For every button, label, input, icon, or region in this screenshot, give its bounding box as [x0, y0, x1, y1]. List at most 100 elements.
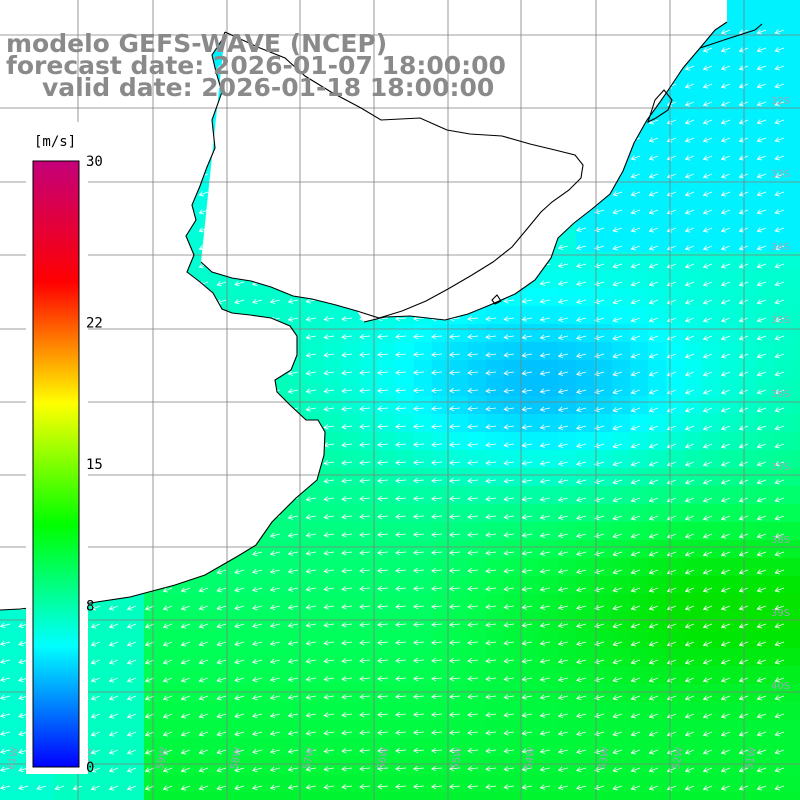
wind-arrow [756, 209, 767, 215]
wind-arrow [180, 695, 191, 701]
wind-arrow [630, 245, 641, 251]
speed-cell [486, 396, 505, 415]
wind-arrow [702, 65, 713, 71]
wind-arrow [720, 227, 731, 233]
wind-arrow [594, 460, 605, 467]
speed-cell [774, 432, 793, 451]
wind-arrow [774, 407, 785, 413]
wind-arrow [162, 713, 173, 719]
wind-arrow [774, 641, 785, 647]
wind-arrow [359, 531, 371, 538]
wind-arrow [323, 766, 335, 772]
wind-arrow [287, 586, 299, 592]
speed-cell [774, 558, 793, 577]
speed-cell [540, 270, 559, 289]
colorbar-tick-label: 30 [86, 154, 103, 170]
wind-arrow [702, 209, 713, 215]
wind-arrow [720, 425, 731, 431]
speed-cell [504, 378, 523, 397]
wind-arrow [666, 695, 677, 701]
speed-cell [450, 342, 469, 361]
wind-arrow [702, 47, 713, 53]
wind-arrow [252, 676, 263, 683]
wind-arrow [648, 533, 659, 539]
wind-arrow [287, 622, 299, 628]
wind-arrow [630, 209, 641, 215]
speed-cell [378, 666, 397, 685]
wind-arrow [413, 693, 425, 700]
wind-arrow [576, 334, 587, 341]
speed-cell [576, 486, 595, 505]
speed-cell [252, 756, 271, 775]
speed-cell [576, 576, 595, 595]
speed-cell [774, 342, 793, 361]
speed-cell [558, 450, 577, 469]
wind-arrow [720, 785, 731, 791]
speed-cell [378, 342, 397, 361]
wind-arrow [720, 623, 731, 629]
wind-arrow [234, 766, 245, 773]
speed-cell [792, 612, 800, 631]
speed-cell [396, 684, 415, 703]
wind-arrow [359, 585, 371, 592]
speed-cell [612, 630, 631, 649]
wind-arrow [594, 622, 605, 629]
speed-cell [468, 396, 487, 415]
wind-arrow [557, 568, 569, 575]
speed-cell [324, 738, 343, 757]
wind-arrow [305, 532, 317, 538]
wind-arrow [720, 209, 731, 215]
wind-arrow [539, 640, 551, 646]
speed-cell [396, 378, 415, 397]
wind-arrow [503, 766, 515, 772]
speed-cell [360, 792, 379, 800]
wind-arrow [539, 694, 551, 700]
wind-arrow [359, 495, 371, 502]
speed-cell [252, 666, 271, 685]
speed-cell [306, 792, 325, 800]
wind-arrow [341, 370, 353, 376]
wind-arrow [684, 119, 695, 125]
speed-cell [540, 342, 559, 361]
speed-cell [576, 270, 595, 289]
speed-cell [342, 576, 361, 595]
speed-cell [522, 774, 541, 793]
speed-cell [270, 738, 289, 757]
speed-cell [288, 792, 307, 800]
wind-arrow [720, 461, 731, 467]
wind-arrow [269, 622, 281, 629]
speed-cell [648, 792, 667, 800]
wind-arrow [521, 622, 533, 628]
wind-arrow [431, 423, 443, 430]
speed-cell [792, 216, 800, 235]
wind-arrow [198, 587, 209, 593]
wind-arrow [305, 568, 317, 574]
wind-arrow [252, 586, 263, 593]
wind-arrow [431, 693, 443, 700]
wind-arrow [774, 29, 785, 35]
wind-arrow [756, 443, 767, 449]
speed-cell [360, 738, 379, 757]
speed-cell [594, 792, 613, 800]
wind-arrow [467, 639, 479, 646]
wind-arrow [252, 640, 263, 647]
wind-arrow [413, 351, 425, 358]
speed-cell [396, 792, 415, 800]
wind-arrow [413, 333, 425, 340]
wind-arrow [305, 550, 317, 556]
wind-arrow [539, 280, 551, 286]
speed-cell [270, 774, 289, 793]
speed-cell [576, 612, 595, 631]
wind-arrow [774, 209, 785, 215]
wind-arrow [359, 549, 371, 556]
speed-cell [522, 360, 541, 379]
wind-arrow [287, 784, 299, 790]
wind-arrow [720, 569, 731, 575]
wind-arrow [630, 731, 641, 737]
speed-cell [576, 360, 595, 379]
wind-arrow [720, 533, 731, 539]
wind-arrow [684, 659, 695, 665]
speed-cell [270, 576, 289, 595]
speed-cell [540, 630, 559, 649]
